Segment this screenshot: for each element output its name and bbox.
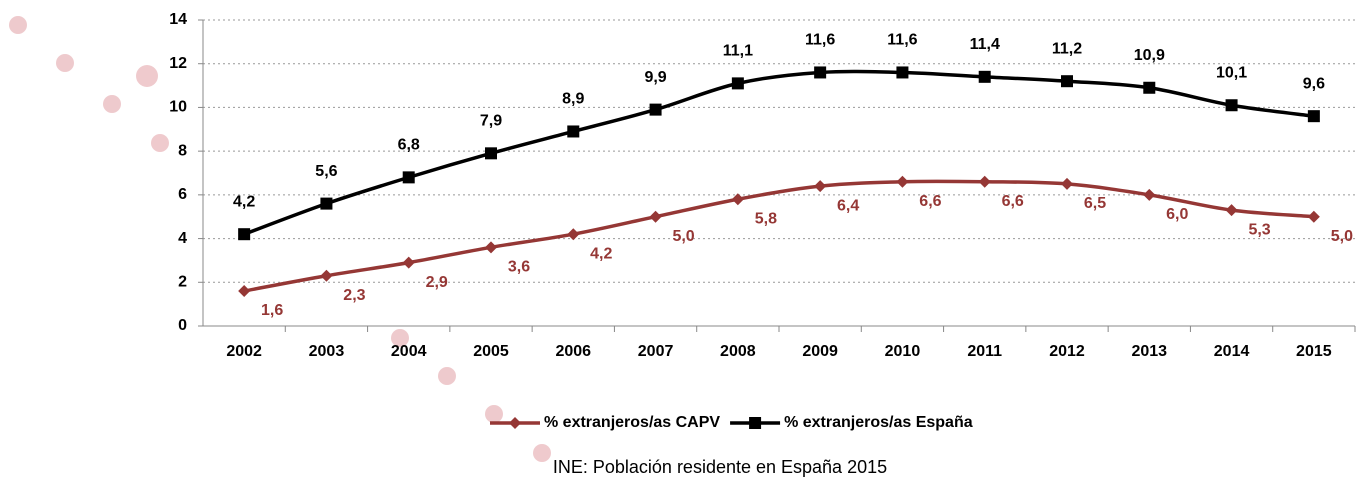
x-tick-label: 2013 xyxy=(1131,343,1167,360)
caption: INE: Población residente en España 2015 xyxy=(553,457,887,477)
series-line xyxy=(244,181,1314,291)
data-label: 6,5 xyxy=(1084,195,1106,212)
data-point xyxy=(1308,110,1320,122)
x-tick-label: 2012 xyxy=(1049,343,1085,360)
data-point xyxy=(320,198,332,210)
data-point xyxy=(896,176,908,188)
data-point xyxy=(567,125,579,137)
x-tick-label: 2007 xyxy=(638,343,674,360)
y-tick-label: 10 xyxy=(169,99,187,116)
data-label: 11,6 xyxy=(805,32,835,49)
data-point xyxy=(1061,75,1073,87)
data-point xyxy=(732,77,744,89)
data-label: 5,0 xyxy=(672,228,694,245)
y-tick-label: 0 xyxy=(178,317,187,334)
legend-marker xyxy=(749,417,761,429)
data-point xyxy=(320,270,332,282)
data-label: 6,0 xyxy=(1166,206,1188,223)
data-point xyxy=(979,71,991,83)
data-point xyxy=(485,241,497,253)
data-label: 6,8 xyxy=(398,137,420,154)
x-tick-label: 2004 xyxy=(391,343,427,360)
data-label: 6,6 xyxy=(919,193,941,210)
y-tick-label: 6 xyxy=(178,186,187,203)
data-label: 10,9 xyxy=(1134,47,1165,64)
data-point xyxy=(650,104,662,116)
data-point xyxy=(896,66,908,78)
data-point xyxy=(1308,211,1320,223)
x-tick-label: 2005 xyxy=(473,343,509,360)
legend-label: % extranjeros/as CAPV xyxy=(544,414,720,431)
data-label: 10,1 xyxy=(1216,64,1247,81)
data-label: 1,6 xyxy=(261,302,283,319)
x-tick-label: 2011 xyxy=(967,343,1002,360)
data-label: 6,4 xyxy=(837,197,859,214)
data-point xyxy=(1061,178,1073,190)
data-point xyxy=(1226,99,1238,111)
data-point xyxy=(403,257,415,269)
data-label: 4,2 xyxy=(590,245,612,262)
data-label: 11,4 xyxy=(970,36,1000,53)
data-point xyxy=(1143,82,1155,94)
data-point xyxy=(979,176,991,188)
data-point xyxy=(238,285,250,297)
x-tick-label: 2015 xyxy=(1296,343,1332,360)
data-label: 5,0 xyxy=(1331,228,1353,245)
x-tick-label: 2006 xyxy=(555,343,591,360)
data-label: 5,8 xyxy=(755,210,777,227)
data-point xyxy=(485,147,497,159)
x-tick-label: 2014 xyxy=(1214,343,1250,360)
data-point xyxy=(1226,204,1238,216)
x-tick-label: 2009 xyxy=(802,343,838,360)
data-point xyxy=(403,171,415,183)
y-tick-label: 12 xyxy=(169,55,187,72)
x-tick-label: 2010 xyxy=(885,343,921,360)
data-label: 6,6 xyxy=(1002,193,1024,210)
data-label: 3,6 xyxy=(508,259,530,276)
legend-item: % extranjeros/as CAPV xyxy=(490,414,720,431)
data-point xyxy=(814,180,826,192)
data-label: 11,1 xyxy=(723,43,753,60)
x-tick-label: 2008 xyxy=(720,343,756,360)
data-label: 8,9 xyxy=(562,91,584,108)
y-tick-label: 2 xyxy=(178,274,187,291)
y-tick-label: 8 xyxy=(178,142,187,159)
data-label: 11,6 xyxy=(887,32,917,49)
data-point xyxy=(1143,189,1155,201)
data-point xyxy=(238,228,250,240)
data-label: 11,2 xyxy=(1052,40,1082,57)
legend-marker xyxy=(509,417,521,429)
data-point xyxy=(650,211,662,223)
x-tick-label: 2003 xyxy=(309,343,345,360)
y-tick-label: 4 xyxy=(178,230,187,247)
legend-label: % extranjeros/as España xyxy=(784,414,973,431)
data-label: 2,3 xyxy=(343,287,365,304)
data-label: 2,9 xyxy=(426,274,448,291)
data-label: 4,2 xyxy=(233,193,255,210)
data-label: 5,3 xyxy=(1248,221,1270,238)
legend-item: % extranjeros/as España xyxy=(730,414,973,431)
data-label: 5,6 xyxy=(315,163,337,180)
data-label: 7,9 xyxy=(480,113,502,130)
data-label: 9,9 xyxy=(644,69,666,86)
x-tick-label: 2002 xyxy=(226,343,262,360)
data-label: 9,6 xyxy=(1303,75,1325,92)
chart: INE: Población residente en España 2015 … xyxy=(0,0,1371,492)
data-point xyxy=(814,66,826,78)
y-tick-label: 14 xyxy=(169,11,187,28)
